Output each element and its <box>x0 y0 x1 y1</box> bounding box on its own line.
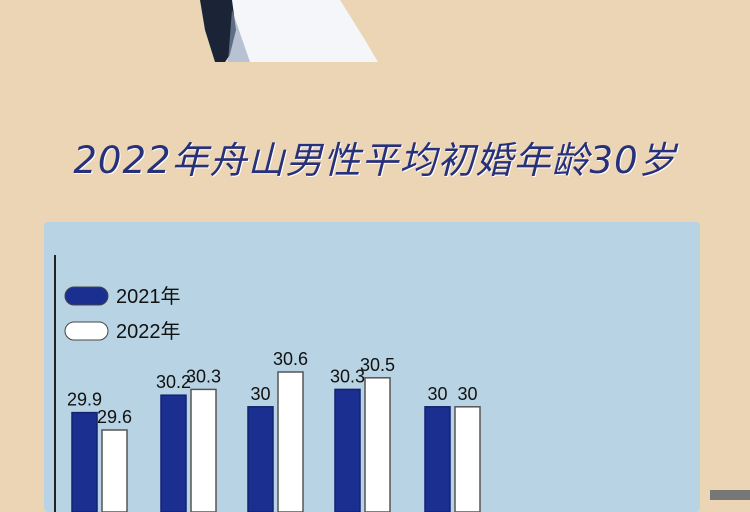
dress-shadow <box>228 10 250 62</box>
wedding-couple-illustration <box>200 0 378 62</box>
bar-2021-3 <box>247 406 274 512</box>
chart-title: 2022年舟山男性平均初婚年龄30岁 <box>73 139 677 182</box>
data-label-2022-3: 30.6 <box>273 349 308 369</box>
data-label-2022-5: 30 <box>457 384 477 404</box>
data-label-2021-5: 30 <box>427 384 447 404</box>
legend-label-2: 2022年 <box>116 320 181 343</box>
data-label-2021-3: 30 <box>250 384 270 404</box>
bar-2021-4 <box>334 388 361 512</box>
bar-2021-1 <box>71 411 98 512</box>
bride-dress <box>228 0 378 62</box>
data-label-2022-4: 30.5 <box>360 355 395 375</box>
legend-swatch-2 <box>64 321 109 341</box>
bar-2021-2 <box>160 394 187 512</box>
data-label-2021-1: 29.9 <box>67 390 102 410</box>
legend-swatch-1 <box>64 286 109 306</box>
bar-2022-1 <box>101 429 128 512</box>
bar-2022-5 <box>454 406 481 512</box>
bar-2021-5 <box>424 406 451 512</box>
data-label-2022-1: 29.6 <box>97 407 132 427</box>
bar-2022-4 <box>364 377 391 512</box>
legend-label-1: 2021年 <box>116 285 181 308</box>
bar-2022-2 <box>190 388 217 512</box>
data-label-2021-2: 30.2 <box>156 372 191 392</box>
chart-panel: 2021年 2022年 29.9 30.2 30 30.3 30 29.6 30.3 30.6 30… <box>44 222 700 512</box>
bar-2022-3 <box>277 371 304 512</box>
data-label-2021-4: 30.3 <box>330 366 365 386</box>
watermark <box>710 490 750 500</box>
data-label-2022-2: 30.3 <box>186 366 221 386</box>
